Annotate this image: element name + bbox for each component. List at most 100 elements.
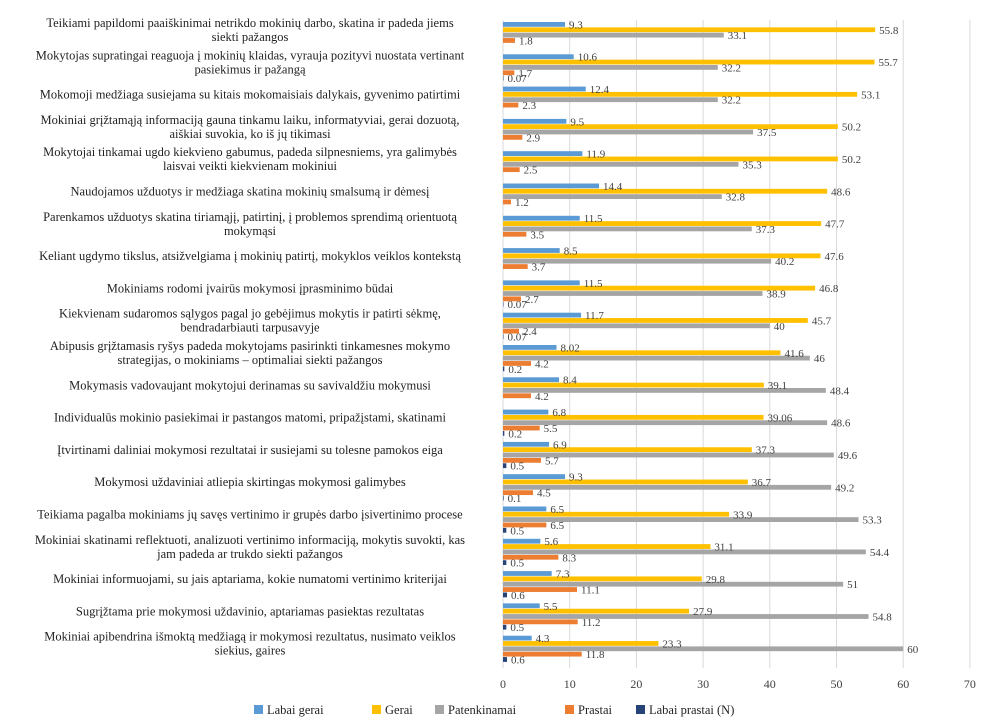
x-tick-label: 0 [500, 677, 506, 691]
data-label: 2.4 [523, 326, 537, 338]
bar-prastai [503, 70, 515, 76]
bar-gerai [503, 608, 690, 614]
bar-prastai [503, 361, 532, 366]
legend-label: Gerai [385, 703, 413, 717]
bar-patenkinamai [503, 614, 869, 619]
data-label: 0.6 [511, 590, 525, 602]
category-label: Mokytojai tinkamai ugdo kiekvieno gabumu… [43, 145, 457, 173]
bar-labai [503, 506, 547, 512]
category-label: Sugrįžtama prie mokymosi uždavinio, apta… [76, 604, 424, 618]
bar-labai-labai-prastai [503, 463, 507, 469]
category-label-line: bendradarbiauti tarpusavyje [180, 321, 320, 335]
legend-swatch [372, 705, 381, 714]
data-label: 32.2 [722, 62, 741, 74]
bar-labai-labai-prastai [503, 366, 505, 372]
data-label: 9.5 [570, 116, 584, 128]
data-label: 6.5 [550, 504, 564, 516]
bar-labai-labai-prastai [503, 431, 505, 436]
bar-prastai [503, 522, 547, 528]
bar-labai [503, 248, 560, 253]
category-label-line: Mokiniai apibendrina išmoktą medžiagą ir… [44, 630, 456, 644]
bar-patenkinamai [503, 32, 724, 38]
category-label-line: Sugrįžtama prie mokymosi uždavinio, apta… [76, 604, 424, 618]
data-label: 51 [847, 579, 858, 591]
data-label: 48.6 [831, 186, 851, 198]
bar-gerai [503, 544, 711, 549]
data-label: 27.9 [693, 606, 713, 618]
legend-swatch [435, 705, 444, 714]
bar-gerai [503, 91, 858, 97]
bar-prastai [503, 490, 534, 496]
data-label: 0.6 [511, 655, 525, 667]
bar-patenkinamai [503, 355, 810, 361]
bar-labai-labai-prastai [503, 527, 507, 533]
data-label: 46.8 [819, 283, 839, 295]
bar-patenkinamai [503, 291, 763, 296]
bar-patenkinamai [503, 581, 844, 587]
category-label-line: Įtvirtinami daliniai mokymosi rezultatai… [57, 443, 443, 457]
data-label: 0.5 [510, 558, 524, 570]
bar-prastai [503, 296, 522, 302]
bar-labai [503, 183, 600, 189]
category-label-line: Individualūs mokinio pasiekimai ir pasta… [54, 411, 446, 425]
data-label: 60 [907, 644, 919, 656]
x-tick-label: 20 [630, 677, 642, 691]
data-label: 9.3 [569, 472, 583, 484]
data-label: 6.8 [552, 407, 566, 419]
bar-patenkinamai [503, 226, 752, 232]
bar-labai-labai-prastai [503, 495, 504, 501]
bar-prastai [503, 651, 582, 657]
category-label-line: siekius, gaires [215, 644, 286, 658]
bar-labai [503, 280, 580, 286]
data-label: 5.7 [545, 455, 559, 467]
legend: Labai gerai Gerai Patenkinamai Prastai Labai… [254, 703, 734, 717]
data-label: 50.2 [842, 122, 861, 134]
category-label-line: laisvai veikti kiekvienam mokiniui [163, 159, 337, 173]
data-label: 49.6 [838, 450, 858, 462]
x-tick-label: 40 [764, 677, 776, 691]
category-label: Kiekvienam sudaromos sąlygos pagal jo ge… [59, 307, 441, 335]
category-label-line: Parenkamos užduotys skatina tiriamąjį, p… [43, 210, 457, 224]
bar-labai [503, 441, 550, 447]
bar-prastai [503, 554, 559, 560]
data-label: 55.8 [879, 25, 899, 37]
bar-prastai [503, 134, 523, 140]
data-label: 45.7 [812, 315, 832, 327]
data-label: 6.9 [553, 439, 567, 451]
bar-labai [503, 571, 552, 576]
bar-labai-labai-prastai [503, 657, 508, 662]
bar-patenkinamai [503, 484, 832, 490]
category-label: Mokiniai grįžtamąją informaciją gauna ti… [41, 113, 460, 141]
bar-prastai [503, 425, 540, 431]
category-label: Mokiniai informuojami, su jais aptariama… [53, 572, 447, 586]
data-label: 40.2 [775, 256, 794, 268]
legend-swatch [254, 705, 263, 714]
category-label-line: jam padeda ar trukdo siekti pažangos [156, 547, 343, 561]
data-label: 0.5 [510, 461, 524, 473]
data-label: 48.4 [830, 385, 850, 397]
data-label: 33.9 [733, 509, 753, 521]
data-label: 3.5 [530, 229, 544, 241]
legend-swatch [636, 705, 645, 714]
bar-patenkinamai [503, 65, 718, 70]
category-label-line: pasiekimus ir pažangą [194, 62, 306, 76]
category-label: Parenkamos užduotys skatina tiriamąjį, p… [43, 210, 457, 238]
data-label: 0.07 [507, 299, 527, 311]
bar-prastai [503, 231, 527, 237]
bar-patenkinamai [503, 323, 770, 329]
bar-labai [503, 538, 541, 544]
bar-prastai [503, 199, 512, 205]
data-label: 0.1 [508, 493, 522, 505]
data-label: 37.3 [756, 445, 776, 457]
bar-labai [503, 86, 586, 92]
bar-gerai [503, 641, 659, 646]
data-label: 4.5 [537, 488, 551, 500]
category-label-line: strategijas, o mokiniams – optimaliai si… [118, 353, 383, 367]
category-label: Mokomoji medžiaga susiejama su kitais mo… [40, 88, 461, 102]
category-label: Mokiniai skatinami reflektuoti, analizuo… [35, 533, 465, 561]
data-label: 7.3 [556, 569, 570, 581]
bar-gerai [503, 318, 808, 323]
category-label-line: Mokiniai grįžtamąją informaciją gauna ti… [41, 113, 460, 127]
